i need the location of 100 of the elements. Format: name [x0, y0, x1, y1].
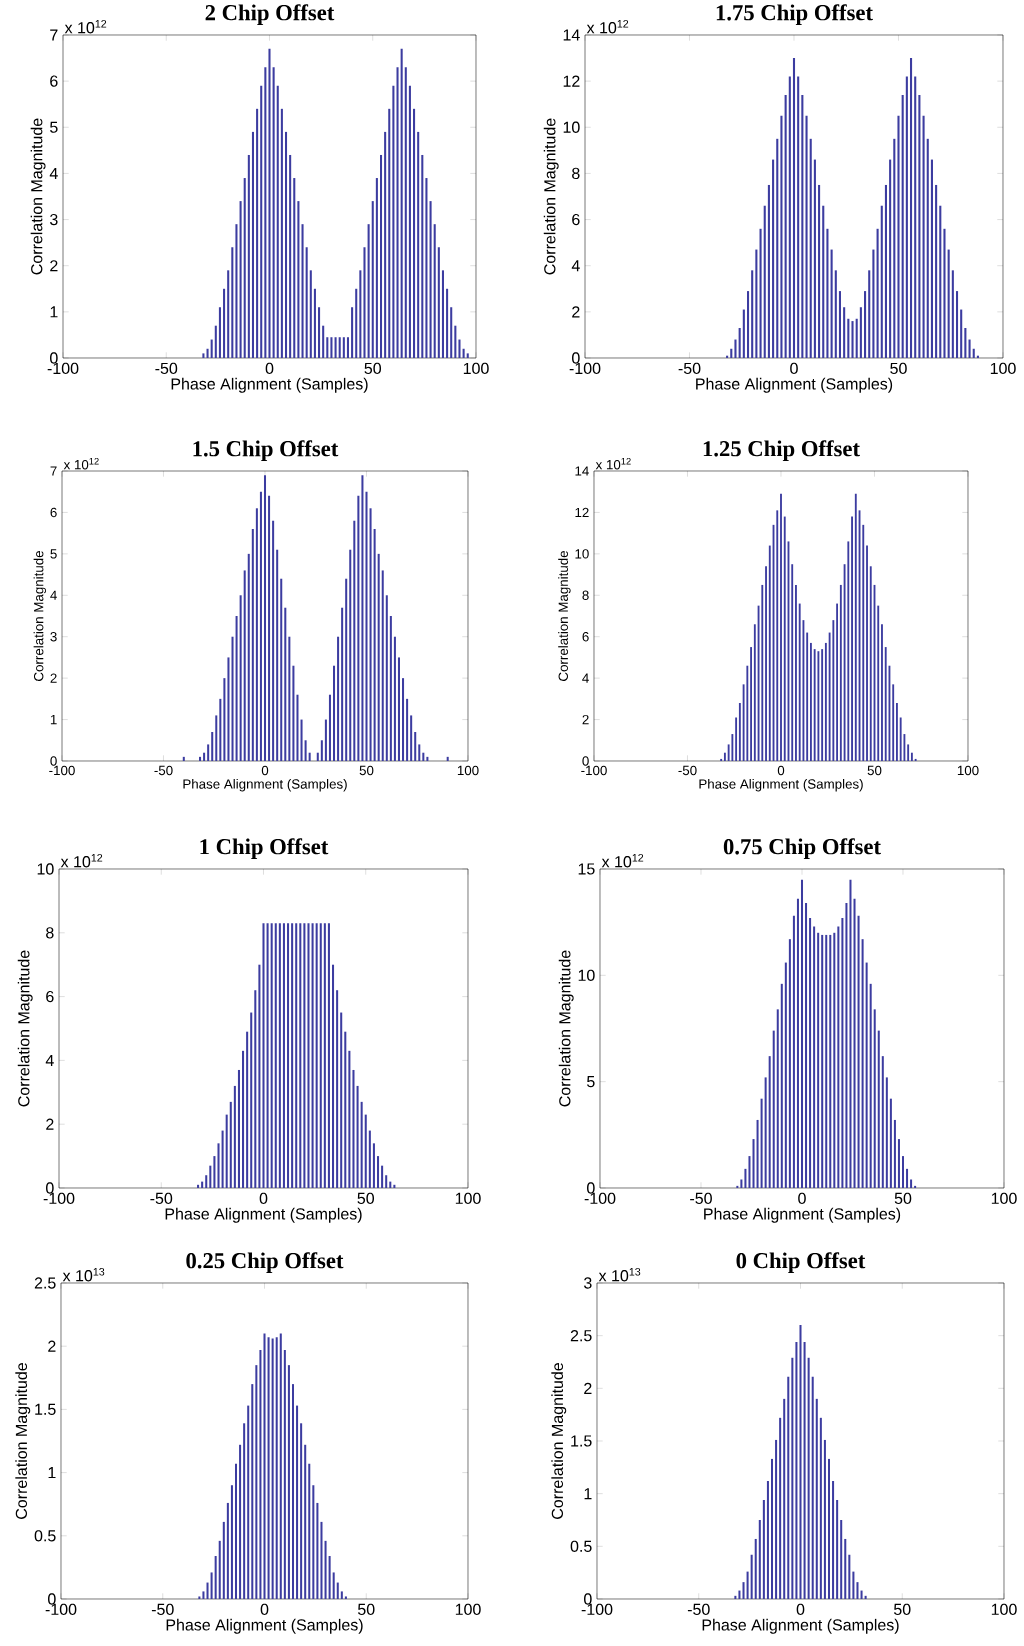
x-tick-label: 0 [798, 1192, 806, 1205]
bar [809, 138, 812, 358]
y-tick-label: 7 [50, 29, 58, 41]
bar [847, 318, 850, 358]
bar [296, 694, 299, 761]
bar [239, 595, 242, 761]
y-tick-label: 6 [46, 990, 54, 1003]
bar [276, 85, 279, 358]
bar [313, 288, 316, 358]
text: x 10$^{12}$ [586, 19, 629, 34]
x-axis-title: Phase Alignment (Samples) [704, 1207, 901, 1223]
bar [293, 178, 296, 358]
bar [775, 1439, 778, 1599]
bar [272, 67, 275, 358]
y-tick-label: 0 [48, 1593, 56, 1605]
bar [740, 1179, 743, 1188]
y-tick-label: 2 [50, 260, 58, 272]
bar [392, 85, 395, 358]
bar [337, 636, 340, 761]
bar [267, 1337, 270, 1599]
text: x 10$^{12}$ [64, 19, 107, 34]
bar [296, 1405, 299, 1599]
bar [235, 616, 238, 761]
bar [223, 678, 226, 761]
x-tick-label: 0 [259, 1192, 268, 1205]
bar [266, 923, 269, 1188]
text: x 10$^{12}$ [63, 457, 99, 470]
bar [406, 698, 409, 761]
bar [760, 1098, 763, 1188]
bar [823, 1439, 826, 1599]
y-tick-label: 0 [46, 1182, 54, 1194]
x-tick-label: 100 [990, 362, 1016, 375]
bar [242, 1050, 245, 1188]
bar [268, 48, 271, 358]
bar [275, 1337, 278, 1599]
bar [255, 1365, 258, 1599]
bar [893, 1119, 896, 1188]
bar [845, 903, 848, 1188]
bar [825, 934, 828, 1188]
bar [338, 337, 341, 358]
y-tick-label: 4 [49, 167, 58, 179]
bar [206, 1582, 209, 1599]
bar [827, 1458, 831, 1599]
bar [764, 1077, 767, 1188]
bar [327, 923, 330, 1188]
bar [336, 990, 339, 1188]
x-tick-label: -100 [47, 362, 79, 375]
bar [964, 328, 967, 358]
bar [410, 715, 413, 761]
bar [730, 348, 733, 358]
bar [361, 475, 364, 761]
bar [332, 964, 335, 1188]
bar [884, 184, 887, 358]
bar [872, 249, 875, 358]
y-tick-label: 5 [50, 549, 57, 559]
bar [402, 678, 405, 761]
bar [776, 138, 779, 358]
x-axis-title: Phase Alignment (Samples) [171, 377, 368, 393]
chart-title: 0.75 Chip Offset [723, 838, 881, 859]
y-tick-label: 6 [572, 213, 580, 226]
bar [264, 67, 267, 358]
bar [840, 1519, 843, 1599]
bar [227, 657, 230, 761]
y-axis-title: Correlation Magnitude [543, 118, 559, 275]
bar [276, 549, 279, 761]
bar [375, 178, 378, 358]
bar [318, 307, 321, 358]
bar [381, 1165, 384, 1188]
bar [251, 131, 255, 358]
bar [829, 934, 832, 1188]
bar [239, 1444, 242, 1599]
bar [807, 1357, 810, 1599]
bar [855, 318, 858, 358]
bar [381, 570, 384, 761]
bar [799, 1325, 802, 1599]
bar [305, 247, 308, 358]
bar [198, 1596, 201, 1599]
bar [385, 1175, 388, 1188]
chart-title: 1.75 Chip Offset [716, 4, 873, 25]
bar [307, 923, 310, 1188]
bar [922, 115, 925, 358]
bar [349, 549, 352, 761]
bar [811, 1376, 814, 1599]
bar [955, 291, 959, 358]
bar [202, 353, 205, 358]
bar [880, 205, 883, 358]
bar [930, 159, 933, 358]
bar [414, 731, 417, 761]
bar [759, 228, 762, 358]
bar [312, 1485, 315, 1599]
bar [226, 1502, 229, 1599]
bar [418, 744, 421, 761]
bar [351, 307, 354, 358]
bar [433, 224, 436, 358]
bar [341, 607, 344, 761]
bar [205, 1175, 208, 1188]
bar [861, 939, 864, 1188]
y-tick-label: 2 [48, 1340, 56, 1352]
x-tick-label: 50 [894, 1192, 912, 1205]
x-tick-label: 100 [991, 1192, 1017, 1205]
